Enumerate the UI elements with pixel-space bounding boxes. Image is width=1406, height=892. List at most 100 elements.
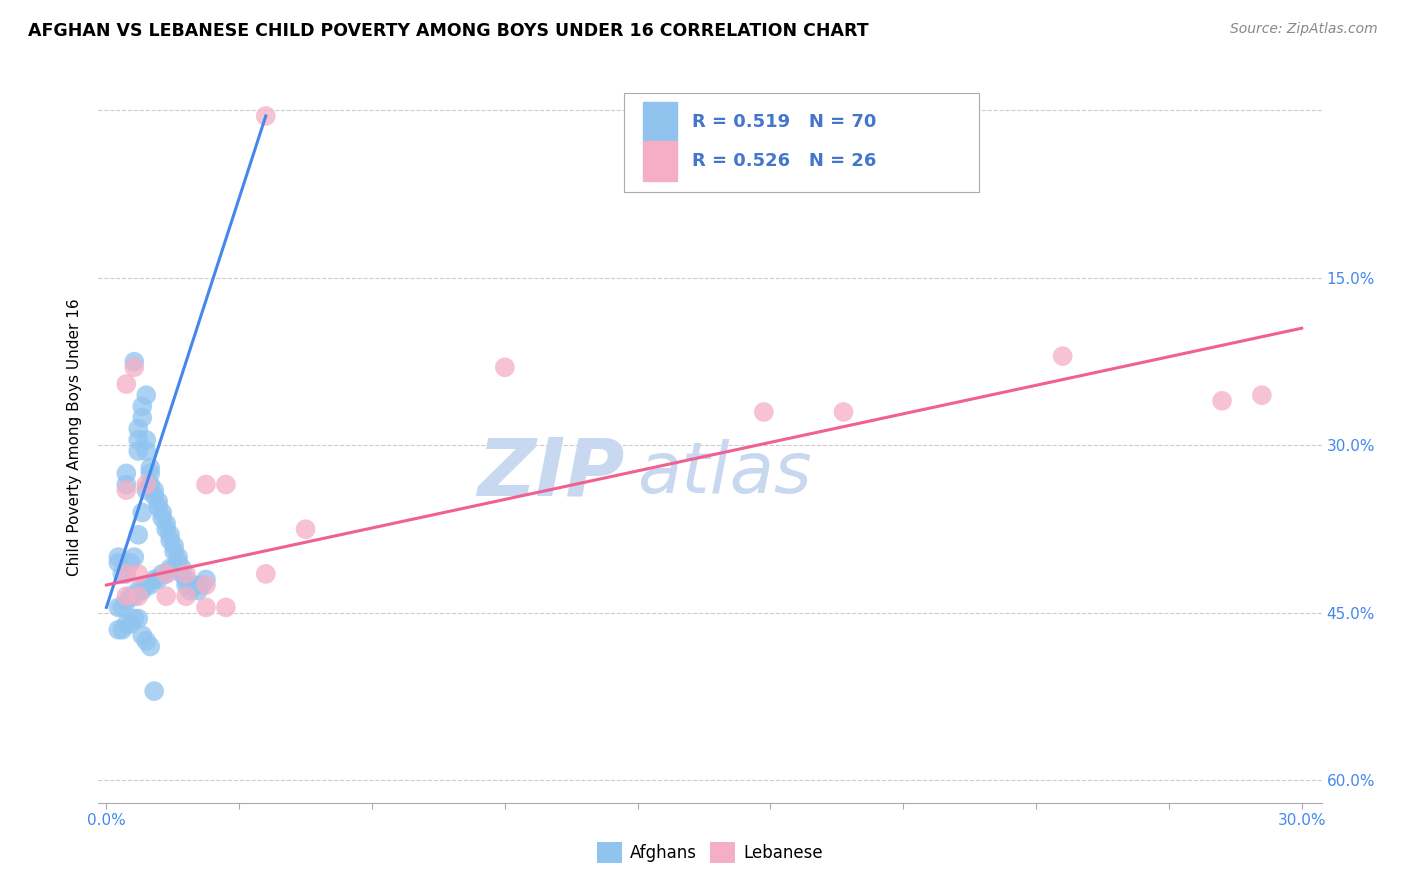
Point <box>127 433 149 447</box>
Point <box>159 528 181 542</box>
Text: R = 0.519   N = 70: R = 0.519 N = 70 <box>692 112 876 131</box>
Point <box>148 500 170 514</box>
Point <box>127 589 149 603</box>
Point <box>124 354 146 368</box>
Y-axis label: Child Poverty Among Boys Under 16: Child Poverty Among Boys Under 16 <box>67 298 83 576</box>
Point <box>143 573 166 587</box>
Point <box>127 566 149 581</box>
Point <box>294 522 316 536</box>
Point <box>120 589 142 603</box>
Point <box>115 595 138 609</box>
Point <box>167 550 190 565</box>
Point <box>183 578 205 592</box>
Point <box>215 600 238 615</box>
Point <box>143 489 166 503</box>
Point <box>124 611 146 625</box>
FancyBboxPatch shape <box>624 94 979 192</box>
Point <box>107 556 129 570</box>
Point <box>127 611 149 625</box>
Point <box>179 583 201 598</box>
Point <box>174 578 197 592</box>
Point <box>163 539 186 553</box>
Point <box>111 623 134 637</box>
Point <box>174 573 197 587</box>
Point <box>115 617 138 632</box>
Point <box>135 477 157 491</box>
Point <box>127 528 149 542</box>
Point <box>135 388 157 402</box>
Text: ZIP: ZIP <box>477 434 624 513</box>
Point <box>174 566 197 581</box>
Point <box>254 109 277 123</box>
Point <box>195 573 218 587</box>
Point <box>120 556 142 570</box>
Point <box>159 533 181 548</box>
Point <box>187 583 209 598</box>
Point <box>115 483 138 497</box>
Point <box>111 566 134 581</box>
Point <box>195 578 218 592</box>
Point <box>1250 388 1272 402</box>
Point <box>215 477 238 491</box>
Point <box>115 467 138 481</box>
Point <box>163 561 186 575</box>
Point <box>135 433 157 447</box>
Point <box>111 600 134 615</box>
Point <box>115 477 138 491</box>
Point <box>107 550 129 565</box>
Point <box>115 589 138 603</box>
Text: R = 0.526   N = 26: R = 0.526 N = 26 <box>692 152 876 169</box>
Point <box>115 566 138 581</box>
Point <box>135 633 157 648</box>
Point <box>159 561 181 575</box>
Point <box>195 477 218 491</box>
Point <box>174 589 197 603</box>
Point <box>131 583 153 598</box>
Point <box>143 684 166 698</box>
Point <box>127 422 149 436</box>
Point <box>832 405 855 419</box>
Text: atlas: atlas <box>637 439 811 508</box>
Bar <box>643 102 678 143</box>
Point <box>139 578 162 592</box>
Point <box>155 516 177 531</box>
Point <box>124 589 146 603</box>
Point <box>150 566 173 581</box>
Point <box>131 400 153 414</box>
Point <box>155 522 177 536</box>
Point <box>163 544 186 558</box>
Point <box>139 467 162 481</box>
Point <box>139 460 162 475</box>
Point <box>135 483 157 497</box>
Point <box>131 628 153 642</box>
Bar <box>643 141 678 181</box>
Point <box>131 410 153 425</box>
Point <box>135 444 157 458</box>
Point <box>1052 349 1074 363</box>
Point <box>155 589 177 603</box>
Point <box>124 360 146 375</box>
Point <box>150 511 173 525</box>
Point <box>115 566 138 581</box>
Point <box>150 506 173 520</box>
Point <box>172 566 194 581</box>
Point <box>139 640 162 654</box>
Point <box>127 444 149 458</box>
Point <box>120 617 142 632</box>
Point <box>107 623 129 637</box>
Point <box>143 483 166 497</box>
Point <box>752 405 775 419</box>
Point <box>494 360 516 375</box>
Point <box>124 550 146 565</box>
Point <box>127 583 149 598</box>
Point <box>167 556 190 570</box>
Point <box>131 506 153 520</box>
Point <box>115 377 138 392</box>
Point <box>254 566 277 581</box>
Point <box>135 578 157 592</box>
Point <box>148 494 170 508</box>
Point <box>191 578 214 592</box>
Point <box>155 566 177 581</box>
Text: AFGHAN VS LEBANESE CHILD POVERTY AMONG BOYS UNDER 16 CORRELATION CHART: AFGHAN VS LEBANESE CHILD POVERTY AMONG B… <box>28 22 869 40</box>
Point <box>155 566 177 581</box>
